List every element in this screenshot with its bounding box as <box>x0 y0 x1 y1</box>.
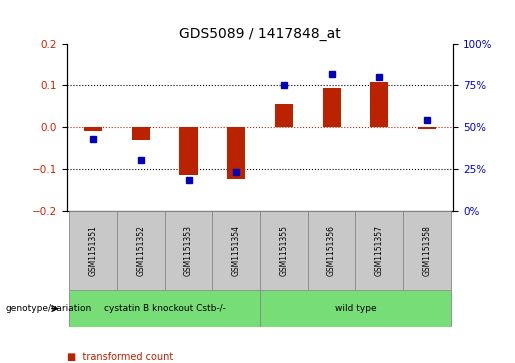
Text: wild type: wild type <box>335 304 376 313</box>
Text: GSM1151358: GSM1151358 <box>422 225 432 276</box>
Text: GSM1151353: GSM1151353 <box>184 225 193 276</box>
Bar <box>370 82 388 127</box>
Bar <box>132 127 150 140</box>
Bar <box>260 290 451 327</box>
Bar <box>260 211 308 290</box>
Bar <box>84 127 102 131</box>
Text: cystatin B knockout Cstb-/-: cystatin B knockout Cstb-/- <box>104 304 226 313</box>
Bar <box>70 211 117 290</box>
Text: GSM1151352: GSM1151352 <box>136 225 145 276</box>
Text: GSM1151356: GSM1151356 <box>327 225 336 276</box>
Title: GDS5089 / 1417848_at: GDS5089 / 1417848_at <box>179 27 341 41</box>
Text: genotype/variation: genotype/variation <box>5 304 91 313</box>
Bar <box>308 211 355 290</box>
Bar <box>322 88 340 127</box>
Bar <box>212 211 260 290</box>
Text: GSM1151357: GSM1151357 <box>375 225 384 276</box>
Bar <box>403 211 451 290</box>
Text: GSM1151351: GSM1151351 <box>89 225 98 276</box>
Bar <box>70 290 260 327</box>
Bar <box>117 211 165 290</box>
Text: GSM1151354: GSM1151354 <box>232 225 241 276</box>
Bar <box>418 127 436 129</box>
Bar <box>275 104 293 127</box>
Text: GSM1151355: GSM1151355 <box>280 225 288 276</box>
Bar <box>355 211 403 290</box>
Bar <box>227 127 245 179</box>
Text: ■  transformed count: ■ transformed count <box>67 352 173 362</box>
Bar <box>165 211 212 290</box>
Bar <box>180 127 198 175</box>
